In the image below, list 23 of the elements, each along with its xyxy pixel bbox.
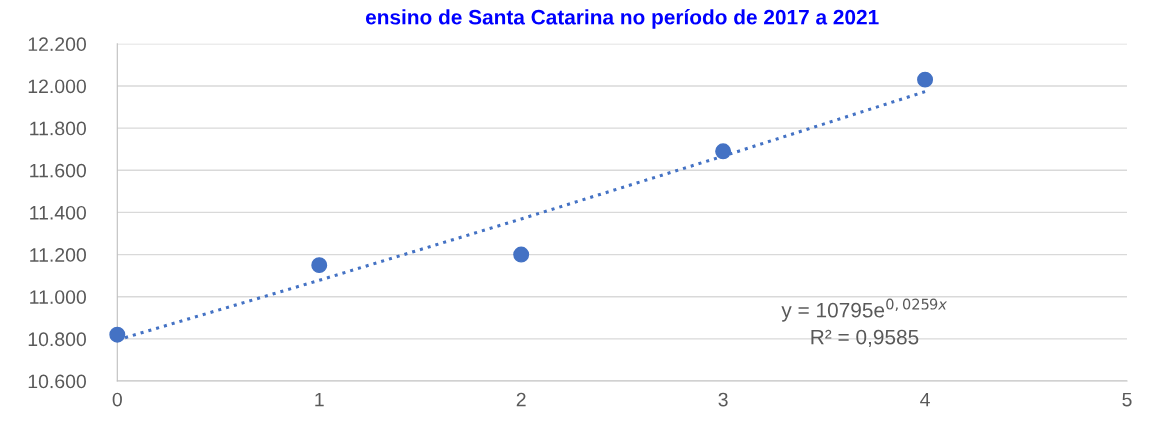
x-tick-label: 0 (112, 392, 122, 407)
y-tick-label: 11.400 (30, 205, 86, 220)
x-tick-label: 3 (718, 392, 728, 407)
y-tick-label: 11.800 (30, 121, 86, 136)
point (311, 257, 328, 274)
y-tick-label: 10.600 (28, 374, 86, 389)
y-tick-label: 10.800 (28, 332, 86, 347)
point (513, 246, 530, 263)
y-tick-label: 12.000 (28, 79, 86, 94)
x-tick-label: 4 (920, 392, 930, 407)
point (715, 143, 732, 160)
x-tick-label: 2 (516, 392, 526, 407)
x-tick-label: 1 (315, 392, 324, 407)
annotation: R² = 0,9585 (811, 329, 919, 347)
x-tick-label: 5 (1122, 392, 1132, 407)
point (109, 326, 126, 343)
y-tick-label: 11.600 (30, 163, 86, 178)
y-tick-label: 12.200 (28, 37, 86, 52)
annotation: y = 10795e$^{0,0259x}$ (781, 298, 948, 322)
y-tick-label: 11.000 (30, 290, 86, 304)
point (917, 71, 934, 88)
chart-title: ensino de Santa Catarina no período de 2017 a 2021 (365, 9, 879, 29)
y-tick-label: 11.200 (30, 248, 86, 262)
